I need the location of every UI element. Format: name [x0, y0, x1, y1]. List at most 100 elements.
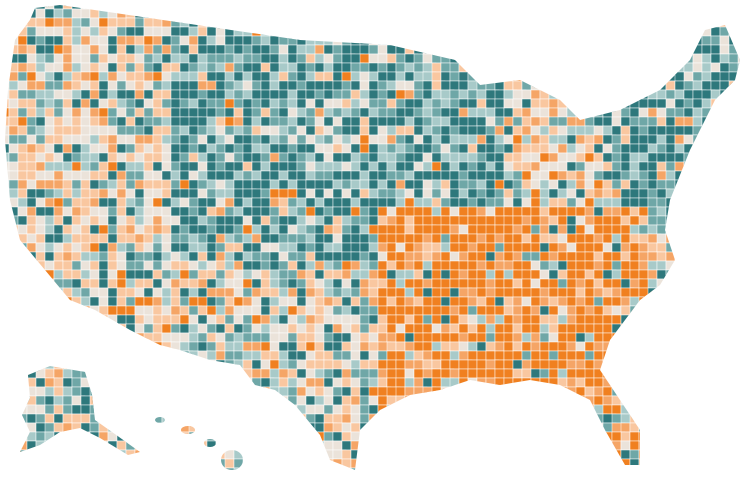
county	[368, 35, 383, 46]
county	[359, 53, 370, 64]
county	[161, 386, 176, 397]
county	[584, 8, 595, 19]
county	[449, 80, 460, 91]
county	[629, 449, 640, 460]
county	[521, 224, 532, 235]
county	[125, 89, 136, 100]
county	[728, 233, 739, 244]
county	[386, 143, 397, 154]
county	[89, 467, 100, 470]
county	[602, 368, 617, 379]
county	[53, 314, 68, 325]
county	[593, 350, 604, 361]
county	[683, 395, 698, 406]
county	[557, 215, 568, 226]
county	[350, 224, 361, 235]
county	[89, 188, 100, 199]
county	[584, 251, 595, 262]
county	[467, 350, 478, 361]
county	[8, 431, 19, 442]
county	[512, 323, 523, 334]
county	[143, 80, 154, 91]
county	[413, 17, 424, 28]
county	[98, 53, 109, 64]
county	[242, 143, 253, 154]
county	[647, 152, 658, 163]
county	[683, 179, 694, 190]
county	[431, 431, 442, 442]
county	[314, 323, 325, 334]
county	[26, 431, 37, 442]
county	[710, 152, 725, 163]
county	[701, 458, 712, 469]
county	[674, 395, 685, 406]
county	[638, 323, 653, 334]
county	[647, 71, 658, 82]
county	[602, 467, 617, 470]
county	[305, 71, 316, 82]
county	[260, 143, 271, 154]
county	[215, 359, 226, 370]
county	[242, 98, 253, 109]
county	[26, 269, 37, 280]
county	[413, 233, 424, 244]
county	[395, 377, 406, 388]
county	[656, 413, 667, 424]
county	[395, 197, 406, 208]
county	[557, 62, 568, 73]
county	[161, 422, 176, 433]
county	[89, 17, 100, 28]
county	[674, 89, 685, 100]
county	[332, 107, 343, 118]
county	[197, 233, 208, 244]
county	[296, 251, 307, 262]
county	[368, 80, 379, 91]
county	[530, 71, 541, 82]
county	[278, 278, 289, 289]
county	[341, 8, 352, 19]
county	[350, 440, 365, 451]
county	[521, 359, 532, 370]
county	[359, 170, 370, 181]
county	[413, 242, 424, 253]
county	[287, 53, 298, 64]
county	[512, 395, 527, 406]
county	[422, 107, 433, 118]
county	[35, 449, 50, 460]
county	[683, 341, 694, 352]
county	[449, 251, 460, 262]
county	[125, 413, 136, 424]
county	[377, 170, 388, 181]
county	[314, 458, 325, 469]
county	[638, 26, 649, 37]
county	[440, 143, 451, 154]
county	[80, 17, 91, 28]
county	[647, 269, 658, 280]
county	[125, 467, 136, 470]
county	[620, 314, 635, 325]
county	[377, 431, 388, 442]
county	[728, 206, 740, 217]
county	[395, 305, 406, 316]
county	[476, 98, 487, 109]
county	[584, 359, 595, 370]
county	[629, 395, 640, 406]
county	[134, 323, 145, 334]
county	[494, 395, 505, 406]
county	[485, 62, 496, 73]
county	[323, 395, 334, 406]
county	[611, 8, 622, 19]
county	[350, 341, 361, 352]
county	[602, 8, 613, 19]
county	[341, 17, 352, 28]
county	[170, 134, 181, 145]
county	[728, 395, 739, 406]
county	[485, 449, 496, 460]
county	[269, 395, 280, 406]
county	[683, 26, 694, 37]
county	[665, 44, 676, 55]
county	[485, 71, 496, 82]
county	[431, 350, 442, 361]
county	[8, 278, 23, 289]
county	[350, 278, 361, 289]
